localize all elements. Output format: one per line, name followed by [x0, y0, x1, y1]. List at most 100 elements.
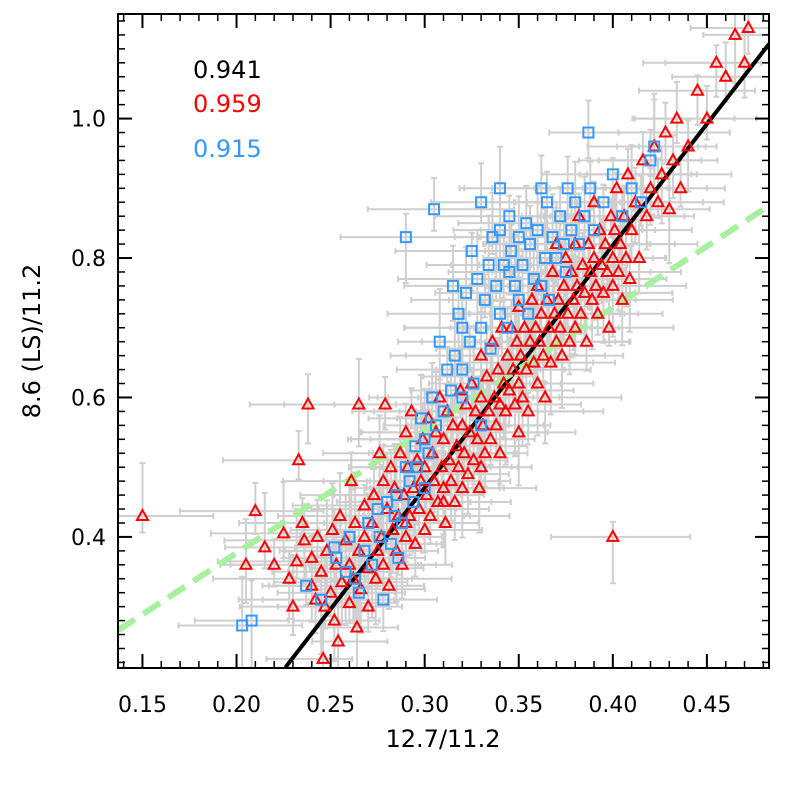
triangle-marker — [325, 521, 340, 535]
square-marker — [520, 217, 533, 230]
triangle-marker — [584, 291, 600, 305]
triangle-marker — [718, 68, 733, 82]
annotation-correlation-red: 0.959 — [193, 90, 262, 118]
square-marker — [366, 558, 379, 571]
triangle-marker — [650, 194, 666, 208]
triangle-marker — [276, 525, 291, 539]
square-marker — [399, 461, 412, 474]
y-axis-label: 8.6 (LS)/11.2 — [18, 264, 46, 419]
square-marker — [512, 231, 525, 244]
triangle-marker — [370, 542, 385, 556]
triangle-marker — [562, 333, 577, 347]
triangle-marker — [377, 396, 393, 410]
triangle-marker — [551, 291, 566, 305]
triangle-marker — [549, 333, 564, 347]
triangle-marker — [528, 319, 543, 333]
triangle-marker — [500, 347, 515, 361]
triangle-marker — [468, 403, 483, 417]
triangle-marker — [315, 650, 331, 664]
square-marker — [371, 503, 384, 516]
x-tick-label: 0.25 — [306, 693, 355, 718]
triangle-marker — [579, 333, 594, 347]
triangle-marker — [361, 598, 376, 612]
triangle-marker — [590, 305, 605, 319]
square-marker — [377, 593, 390, 606]
square-marker — [399, 231, 412, 244]
square-marker — [475, 321, 488, 334]
triangle-marker — [624, 222, 639, 236]
square-marker — [381, 496, 394, 509]
y-tick-label: 0.8 — [71, 247, 106, 272]
triangle-marker — [543, 354, 558, 368]
triangle-marker — [573, 305, 589, 319]
data-markers — [135, 19, 756, 664]
square-marker — [448, 349, 461, 362]
triangle-marker — [598, 236, 613, 250]
triangle-marker — [473, 459, 489, 473]
triangle-marker — [530, 375, 545, 389]
triangle-marker — [536, 347, 551, 361]
square-marker — [540, 196, 553, 209]
triangle-marker — [596, 284, 611, 298]
triangle-marker — [248, 503, 263, 517]
dashed-fit-line — [118, 203, 769, 633]
triangle-marker — [481, 403, 496, 417]
triangle-marker — [534, 305, 549, 319]
triangle-marker — [381, 577, 397, 591]
square-marker — [433, 335, 446, 348]
triangle-marker — [513, 347, 528, 361]
square-marker — [390, 489, 403, 502]
square-marker — [343, 530, 356, 543]
triangle-marker — [519, 361, 534, 375]
square-marker — [582, 126, 595, 139]
square-marker — [616, 210, 629, 223]
y-tick-label: 1.0 — [71, 108, 106, 133]
triangle-marker — [409, 452, 425, 466]
triangle-marker — [586, 194, 602, 208]
triangle-marker — [436, 431, 451, 445]
triangle-marker — [605, 277, 621, 291]
square-marker — [456, 363, 469, 376]
triangle-marker — [526, 354, 542, 368]
square-marker — [559, 265, 572, 278]
triangle-marker — [387, 480, 402, 494]
x-tick-label: 0.20 — [212, 693, 261, 718]
triangle-marker — [385, 521, 400, 535]
triangle-marker — [654, 166, 669, 180]
square-marker — [490, 279, 503, 292]
triangle-marker — [737, 54, 752, 68]
triangle-marker — [473, 389, 489, 403]
triangle-marker — [699, 110, 715, 124]
triangle-marker — [620, 166, 636, 180]
triangle-marker — [569, 277, 585, 291]
triangle-marker — [300, 396, 316, 410]
triangle-marker — [135, 507, 150, 522]
square-marker — [339, 565, 352, 578]
square-marker — [418, 433, 431, 446]
triangle-marker — [408, 535, 423, 549]
triangle-marker — [515, 389, 530, 403]
square-marker — [414, 412, 427, 425]
triangle-marker — [342, 595, 357, 609]
square-marker — [349, 572, 362, 585]
square-marker — [578, 210, 591, 223]
triangle-marker — [507, 396, 523, 410]
square-marker — [465, 245, 478, 258]
triangle-marker — [680, 138, 696, 152]
annotation-correlation-all: 0.941 — [193, 56, 262, 84]
square-marker — [452, 307, 465, 320]
triangle-marker — [566, 291, 581, 305]
triangle-marker — [741, 19, 756, 33]
triangle-marker — [257, 539, 272, 553]
triangle-marker — [460, 466, 476, 480]
triangle-marker — [413, 473, 429, 487]
square-marker — [522, 307, 535, 320]
square-marker — [535, 279, 548, 292]
triangle-marker — [690, 82, 705, 96]
square-marker — [516, 259, 529, 272]
y-tick-label: 0.6 — [71, 386, 106, 411]
square-marker — [429, 419, 442, 432]
triangle-marker — [285, 598, 301, 612]
triangle-marker — [453, 382, 468, 396]
triangle-marker — [266, 556, 282, 570]
